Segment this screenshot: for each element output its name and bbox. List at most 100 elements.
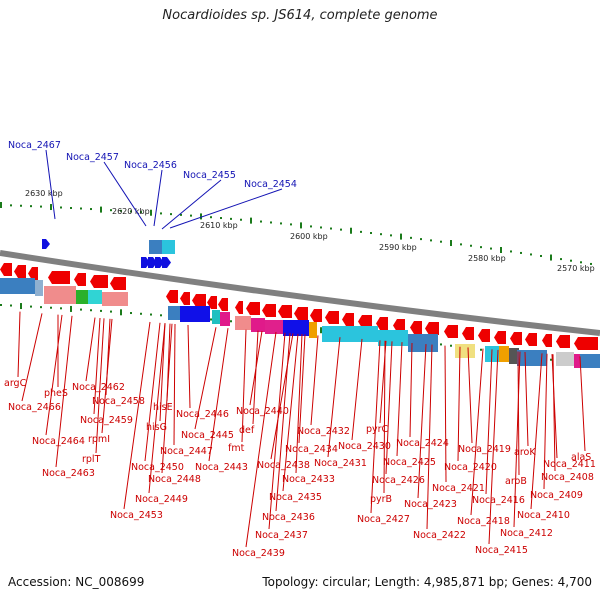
scale-tick <box>110 310 112 313</box>
leader-line <box>298 334 306 444</box>
reverse-gene-arrow <box>294 307 308 320</box>
reverse-gene-label: Noca_2466 <box>8 402 61 413</box>
leader-line <box>383 340 386 494</box>
reverse-gene-arrow <box>494 331 506 344</box>
cog-box <box>102 292 128 306</box>
leader-line <box>17 311 21 378</box>
leader-line <box>169 188 283 229</box>
scale-tick <box>440 240 442 243</box>
leader-line <box>95 318 105 454</box>
reverse-gene-label: Noca_2459 <box>80 415 133 426</box>
scale-tick <box>20 204 22 207</box>
scale-tick <box>140 312 142 315</box>
scale-tick <box>260 220 262 223</box>
reverse-gene-label: Noca_2421 <box>432 483 485 494</box>
scale-tick <box>280 222 282 225</box>
leader-line <box>148 323 166 494</box>
reverse-gene-label: rpmI <box>88 434 110 445</box>
scale-tick <box>90 309 92 312</box>
scale-tick <box>580 261 582 264</box>
forward-gene-label: Noca_2455 <box>183 170 236 181</box>
cog-box <box>0 278 35 294</box>
scale-tick <box>470 244 472 247</box>
reverse-gene-label: Noca_2423 <box>404 499 457 510</box>
reverse-gene-arrow <box>310 309 322 322</box>
scale-tick <box>90 208 92 211</box>
reverse-gene-label: Noca_2439 <box>232 548 285 559</box>
scale-tick <box>270 221 272 224</box>
leader-line <box>173 323 176 446</box>
cog-box <box>220 312 230 326</box>
scale-tick <box>30 205 32 208</box>
cog-box <box>283 320 309 336</box>
scale-tick <box>0 202 2 208</box>
leader-line <box>144 322 161 462</box>
scale-tick <box>120 309 122 316</box>
scale-tick <box>80 207 82 210</box>
scale-tick <box>450 344 452 347</box>
cog-box <box>76 290 88 304</box>
reverse-gene-arrow <box>462 327 474 340</box>
cog-box <box>309 322 317 338</box>
leader-line <box>241 329 247 443</box>
cog-box <box>88 290 102 304</box>
scale-tick <box>70 305 72 312</box>
forward-gene-arrow <box>162 257 171 268</box>
leader-line <box>385 341 393 475</box>
scale-tick <box>120 209 122 212</box>
scale-tick <box>550 254 552 261</box>
leader-line <box>396 342 403 457</box>
reverse-gene-label: Noca_2418 <box>457 516 510 527</box>
reverse-gene-label: Noca_2447 <box>160 446 213 457</box>
scale-tick <box>180 213 182 216</box>
leader-line <box>45 314 63 436</box>
genome-backbone <box>0 250 600 336</box>
scale-tick <box>560 258 562 261</box>
scale-tick <box>550 358 552 361</box>
scale-tick <box>100 309 102 312</box>
leader-line <box>270 333 294 460</box>
reverse-gene-label: Noca_2424 <box>396 438 449 449</box>
reverse-gene-label: Noca_2462 <box>72 382 125 393</box>
cog-box <box>517 350 547 366</box>
scale-tick <box>480 246 482 249</box>
cog-box <box>408 334 438 352</box>
reverse-gene-label: Noca_2419 <box>458 444 511 455</box>
leader-line <box>524 351 529 447</box>
forward-gene-arrow <box>155 257 164 268</box>
reverse-gene-arrow <box>393 319 405 332</box>
scale-tick <box>380 233 382 236</box>
reverse-gene-label: Noca_2409 <box>530 490 583 501</box>
scale-tick <box>440 343 442 346</box>
reverse-gene-label: Noca_2411 <box>543 459 596 470</box>
leader-line <box>543 353 548 490</box>
scale-tick <box>170 213 172 216</box>
reverse-gene-arrow <box>218 298 228 311</box>
scale-tick <box>230 217 232 220</box>
reverse-gene-label: Noca_2410 <box>517 510 570 521</box>
reverse-gene-label: Noca_2440 <box>236 406 289 417</box>
reverse-gene-arrow <box>235 301 243 314</box>
scale-tick <box>250 217 252 224</box>
scale-tick <box>480 348 482 351</box>
leader-line <box>444 345 447 483</box>
leader-line <box>252 330 259 425</box>
leader-line <box>208 328 229 462</box>
scale-tick <box>190 214 192 217</box>
map-title: Nocardioides sp. JS614, complete genome <box>162 8 438 23</box>
scale-tick <box>130 210 132 213</box>
leader-line <box>161 323 173 474</box>
scale-tick <box>420 238 422 241</box>
reverse-gene-label: Noca_2416 <box>472 495 525 506</box>
reverse-gene-label: aroK <box>514 447 536 458</box>
reverse-gene-label: Noca_2435 <box>269 492 322 503</box>
scale-tick <box>520 251 522 254</box>
scale-tick <box>320 327 322 334</box>
reverse-gene-arrow <box>28 267 38 280</box>
reverse-gene-label: Noca_2422 <box>413 530 466 541</box>
reverse-gene-label: alaS <box>571 452 591 463</box>
forward-gene-arrow <box>141 257 150 268</box>
scale-tick <box>30 305 32 308</box>
leader-line <box>351 338 363 441</box>
reverse-gene-arrow <box>410 321 422 334</box>
